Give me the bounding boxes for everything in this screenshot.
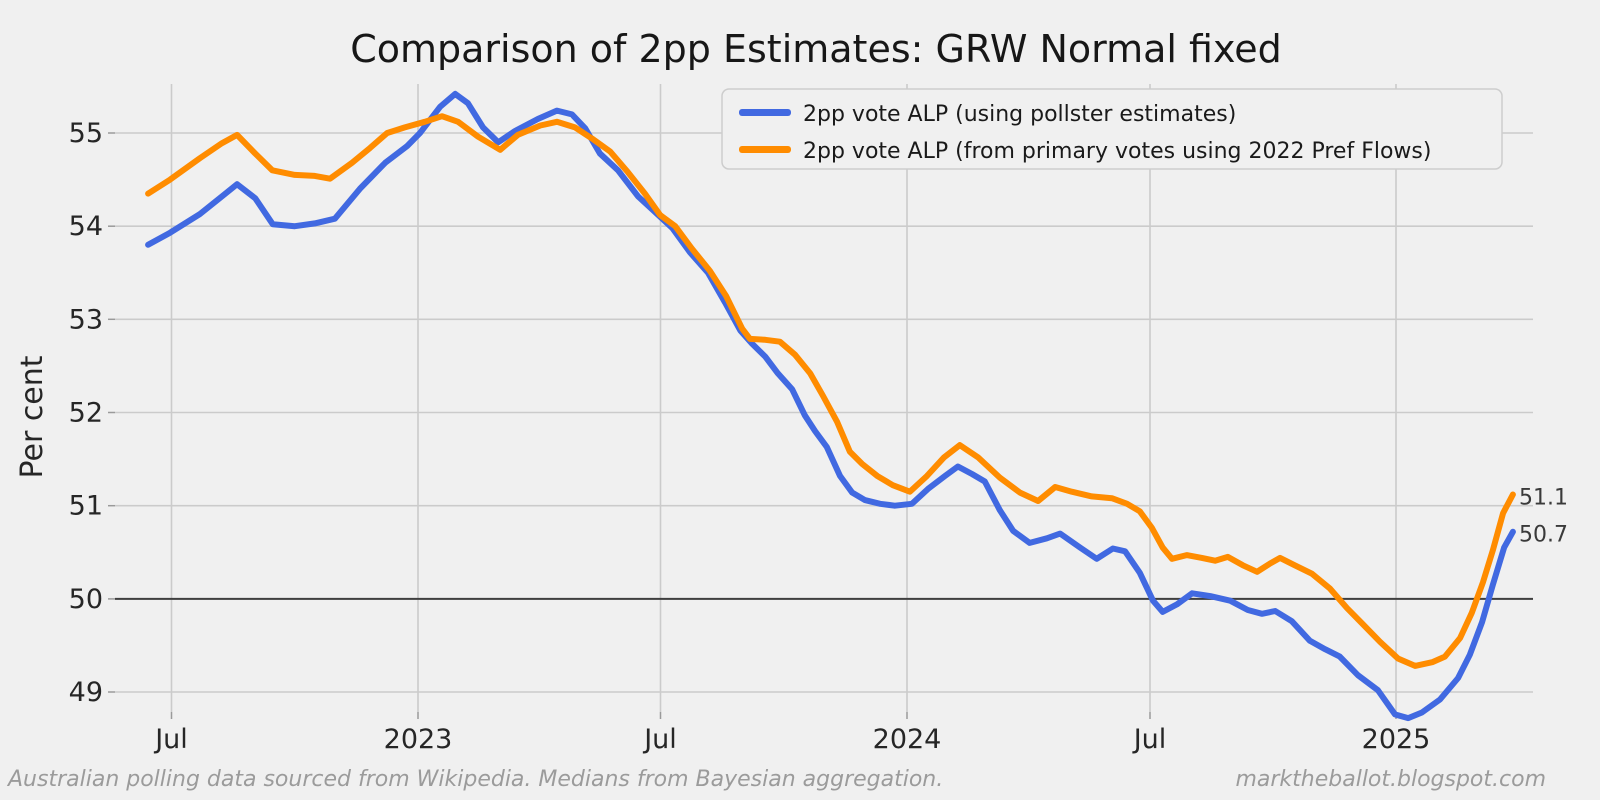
y-tick-label: 52 <box>69 398 103 429</box>
x-axis-tick-labels: Jul 2023 Jul 2024 Jul 2025 <box>153 724 1430 755</box>
end-value-label-orange: 51.1 <box>1519 485 1568 510</box>
y-tick-label: 55 <box>69 118 103 149</box>
legend-label-primary: 2pp vote ALP (from primary votes using 2… <box>803 139 1431 164</box>
x-tick-label: Jul <box>1132 724 1167 755</box>
footer-site-credit: marktheballot.blogspot.com <box>1235 767 1546 792</box>
x-tick-label: 2025 <box>1362 724 1431 755</box>
series-lines <box>145 90 1516 722</box>
legend-label-pollster: 2pp vote ALP (using pollster estimates) <box>803 102 1236 127</box>
x-tick-label: 2024 <box>873 724 942 755</box>
y-tick-label: 49 <box>69 677 103 708</box>
series-line-primary-votes <box>145 113 1516 669</box>
x-tick-label: Jul <box>153 724 188 755</box>
x-tick-label: Jul <box>642 724 677 755</box>
y-axis-tick-labels: 49 50 51 52 53 54 55 <box>69 118 103 708</box>
legend-box <box>721 88 1503 170</box>
x-tick-label: 2023 <box>384 724 453 755</box>
y-tick-label: 54 <box>69 211 103 242</box>
footer-source-note: Australian polling data sourced from Wik… <box>6 767 943 792</box>
y-tick-label: 50 <box>69 584 103 615</box>
legend: 2pp vote ALP (using pollster estimates) … <box>721 88 1503 170</box>
legend-item-pollster: 2pp vote ALP (using pollster estimates) <box>739 102 1236 127</box>
legend-swatch-blue <box>739 109 791 116</box>
series-line-pollster-estimates <box>145 90 1516 722</box>
legend-swatch-orange <box>739 146 791 153</box>
chart-title: Comparison of 2pp Estimates: GRW Normal … <box>350 27 1282 71</box>
y-tick-label: 51 <box>69 491 103 522</box>
y-axis-label: Per cent <box>15 355 50 478</box>
vertical-gridlines <box>170 84 1397 712</box>
end-value-label-blue: 50.7 <box>1519 523 1568 548</box>
y-tick-label: 53 <box>69 304 103 335</box>
legend-item-primary: 2pp vote ALP (from primary votes using 2… <box>739 139 1431 164</box>
